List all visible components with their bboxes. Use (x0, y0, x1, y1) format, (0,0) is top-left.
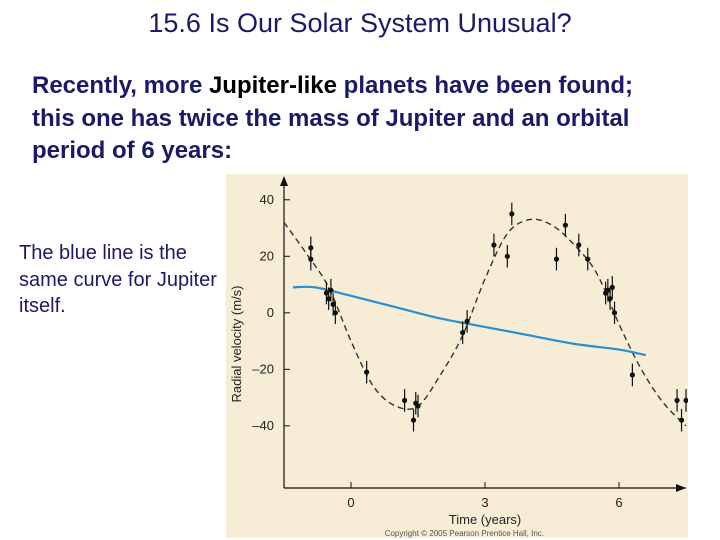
slide-title: 15.6 Is Our Solar System Unusual? (148, 8, 572, 38)
data-point (678, 417, 685, 423)
data-point (332, 310, 338, 316)
data-point (611, 310, 618, 316)
x-tick-label: 6 (615, 495, 622, 510)
data-point (330, 301, 336, 307)
data-point (415, 403, 421, 409)
y-tick-label: –40 (252, 418, 274, 433)
fit-curve-group (283, 218, 687, 427)
data-point (609, 284, 615, 290)
data-point (576, 242, 582, 248)
x-tick-label: 0 (347, 495, 354, 510)
data-point (629, 372, 635, 378)
data-point (562, 222, 568, 228)
data-point (402, 397, 408, 404)
x-axis-arrow (676, 484, 686, 492)
y-tick-label: 20 (260, 248, 274, 263)
data-point (585, 256, 591, 262)
note-text: The blue line is the same curve for Jupi… (19, 242, 217, 318)
data-point (683, 397, 688, 404)
data-point (464, 318, 470, 324)
data-point (328, 287, 334, 293)
data-point (605, 287, 611, 293)
y-tick-label: –20 (252, 361, 274, 376)
intro-post: planets have been found; this one has tw… (32, 72, 634, 165)
data-point (323, 290, 330, 296)
data-point (674, 397, 680, 404)
y-axis-arrow (280, 176, 288, 186)
chart-axes (280, 176, 686, 492)
copyright-credit: Copyright © 2005 Pearson Prentice Hall, … (384, 529, 544, 538)
x-axis-title: Time (years) (449, 512, 521, 527)
data-point (364, 369, 370, 375)
intro-text: Recently, more Jupiter-like planets have… (32, 70, 672, 168)
planet-fit-curve (283, 218, 687, 427)
y-axis-title: Radial velocity (m/s) (229, 285, 244, 402)
data-point (607, 296, 613, 302)
data-point (326, 296, 332, 302)
data-point (504, 253, 510, 259)
data-point (410, 417, 417, 423)
data-point (509, 211, 515, 217)
data-points-group (308, 202, 688, 432)
radial-velocity-chart: 40 20 0 –20 –40 0 3 6 Time (years) Radial velocit… (229, 176, 688, 527)
data-point (460, 329, 466, 336)
plot-background (226, 174, 688, 538)
data-point (308, 256, 314, 262)
y-tick-label: 0 (267, 305, 274, 320)
chart-labels-group: 40 20 0 –20 –40 0 3 6 Time (years) Radial velocit… (229, 192, 623, 527)
data-point (491, 242, 497, 248)
intro-highlight: Jupiter-like (208, 72, 337, 99)
data-point (553, 256, 560, 262)
intro-pre: Recently, more (32, 72, 209, 99)
x-tick-label: 3 (481, 495, 488, 510)
y-tick-label: 40 (260, 192, 274, 207)
